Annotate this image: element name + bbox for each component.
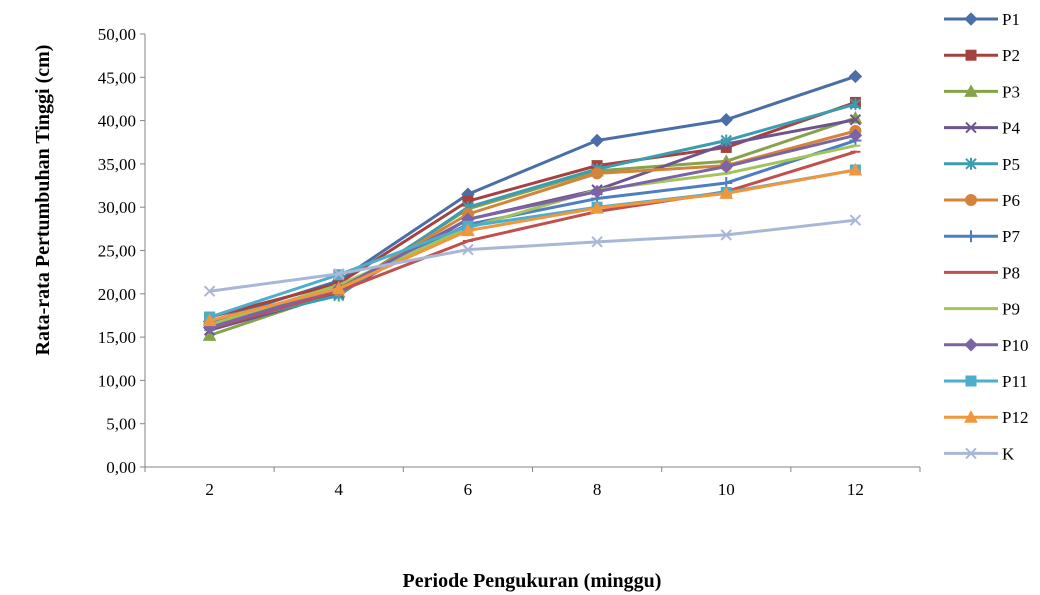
legend-item-p10: P10 [944, 336, 1028, 355]
y-tick-label: 5,00 [106, 415, 136, 434]
y-tick-label: 30,00 [98, 198, 136, 217]
x-axis-title: Periode Pengukuran (minggu) [403, 570, 662, 592]
data-point [203, 285, 216, 297]
legend-label: P5 [1002, 155, 1020, 174]
x-tick-label: 2 [205, 480, 214, 499]
series-line [209, 168, 856, 323]
legend-marker [965, 375, 977, 387]
legend-label: P9 [1002, 300, 1020, 319]
data-point [849, 98, 862, 111]
data-point [333, 268, 345, 280]
data-point [590, 184, 604, 199]
data-point [719, 186, 734, 199]
legend-label: P4 [1002, 119, 1020, 138]
series-k [203, 214, 862, 297]
legend-item-p12: P12 [944, 408, 1028, 427]
series-line [209, 102, 856, 328]
legend: P1 P2 P3 P4 P5 P6 P7 P8 P9 P10 P11 P12 K [944, 10, 1028, 463]
legend-label: P3 [1002, 82, 1020, 101]
series-p8 [204, 150, 861, 330]
y-tick-label: 50,00 [98, 25, 136, 44]
legend-item-p11: P11 [944, 372, 1028, 391]
legend-item-p5: P5 [944, 155, 1020, 174]
legend-label: P10 [1002, 336, 1028, 355]
data-point [202, 328, 217, 341]
y-tick-label: 15,00 [98, 328, 136, 347]
series-line [209, 218, 856, 293]
legend-label: K [1002, 444, 1015, 463]
data-point [849, 114, 862, 126]
legend-item-p2: P2 [944, 46, 1020, 65]
legend-item-p7: P7 [944, 227, 1020, 246]
series-line [209, 150, 856, 330]
x-tick-label: 8 [593, 480, 602, 499]
data-point [331, 281, 346, 295]
legend-marker [964, 410, 978, 423]
y-axis-title: Rata-rata Pertumbuhan Tinggi (cm) [32, 45, 54, 356]
data-point [590, 201, 604, 214]
x-tick-label: 4 [335, 480, 344, 499]
legend-marker [964, 338, 978, 352]
axes [144, 34, 920, 468]
series-line [209, 144, 856, 327]
x-tick-label: 10 [718, 480, 735, 499]
series-p12 [202, 162, 863, 327]
legend-item-p8: P8 [944, 263, 1020, 282]
data-point [720, 229, 732, 241]
y-tick-label: 45,00 [98, 68, 136, 87]
data-point [590, 133, 604, 148]
y-tick-label: 20,00 [98, 285, 136, 304]
legend-item-p4: P4 [944, 119, 1020, 138]
data-point [848, 128, 863, 143]
legend-item-p3: P3 [944, 82, 1020, 101]
data-point [462, 243, 474, 256]
legend-label: P1 [1002, 10, 1020, 29]
series-layer [202, 69, 863, 341]
data-point [849, 214, 862, 226]
legend-label: P12 [1002, 408, 1028, 427]
data-point [719, 113, 733, 127]
legend-label: P11 [1002, 372, 1028, 391]
legend-label: P7 [1002, 227, 1020, 246]
y-axis-ticks: 0,00 5,00 10,00 15,00 20,00 25,00 30,00 35,00 40… [98, 25, 145, 477]
legend-marker [965, 49, 977, 61]
y-tick-label: 25,00 [98, 242, 136, 261]
data-point [202, 313, 217, 327]
y-tick-label: 35,00 [98, 155, 136, 174]
legend-marker [965, 447, 977, 460]
legend-marker [964, 12, 978, 26]
legend-item-p9: P9 [944, 300, 1020, 319]
series-p1 [202, 69, 863, 329]
data-point [848, 162, 863, 176]
legend-marker [965, 121, 977, 134]
y-tick-label: 10,00 [98, 371, 136, 390]
y-tick-label: 0,00 [106, 458, 136, 477]
legend-marker [964, 84, 978, 97]
x-tick-label: 12 [847, 480, 864, 499]
data-point [461, 223, 475, 237]
legend-item-k: K [944, 444, 1015, 463]
legend-label: P6 [1002, 191, 1020, 210]
legend-label: P2 [1002, 46, 1020, 65]
legend-marker [965, 194, 977, 206]
data-point [591, 236, 603, 248]
legend-item-p1: P1 [944, 10, 1020, 29]
data-point [591, 167, 604, 180]
x-tick-label: 6 [464, 480, 473, 499]
data-point [720, 134, 732, 147]
data-point [719, 159, 733, 174]
y-tick-label: 40,00 [98, 112, 136, 131]
legend-marker [965, 230, 977, 243]
legend-marker [965, 157, 977, 170]
legend-item-p6: P6 [944, 191, 1020, 210]
x-axis-ticks: 2 4 6 8 10 12 [144, 467, 921, 499]
data-point [848, 69, 863, 84]
legend-label: P8 [1002, 263, 1020, 282]
